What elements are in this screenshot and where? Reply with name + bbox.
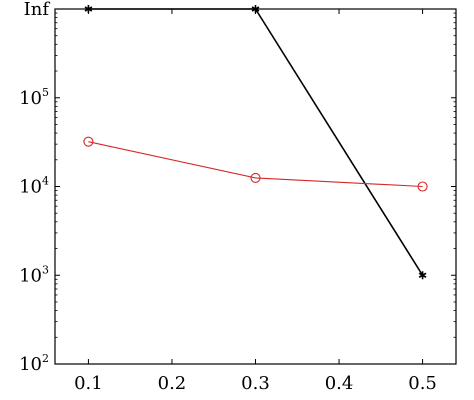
x-tick-label: 0.3 (241, 373, 270, 394)
x-tick-label: 0.5 (408, 373, 437, 394)
y-tick-base: 10 (19, 265, 42, 286)
y-tick-base: 10 (19, 88, 42, 109)
data-point-marker (417, 181, 428, 192)
y-tick-label: 102 (19, 352, 49, 375)
y-tick-label: Inf (24, 0, 51, 20)
y-tick-exponent: 5 (42, 86, 49, 99)
data-point-marker (83, 136, 94, 147)
y-tick-label: 105 (19, 86, 49, 109)
y-tick-base: 10 (19, 177, 42, 198)
x-tick-label: 0.4 (325, 373, 354, 394)
y-tick-label: 103 (19, 263, 49, 286)
y-tick-base: 10 (19, 354, 42, 375)
y-tick-exponent: 2 (42, 352, 49, 365)
data-point-marker (250, 172, 261, 183)
data-point-marker (418, 271, 427, 280)
y-tick-exponent: 4 (42, 175, 49, 188)
y-tick-label: 104 (19, 175, 49, 198)
series-line (88, 141, 423, 188)
x-tick-label: 0.2 (158, 373, 187, 394)
x-tick-label: 0.1 (74, 373, 103, 394)
y-tick-exponent: 3 (42, 263, 49, 276)
